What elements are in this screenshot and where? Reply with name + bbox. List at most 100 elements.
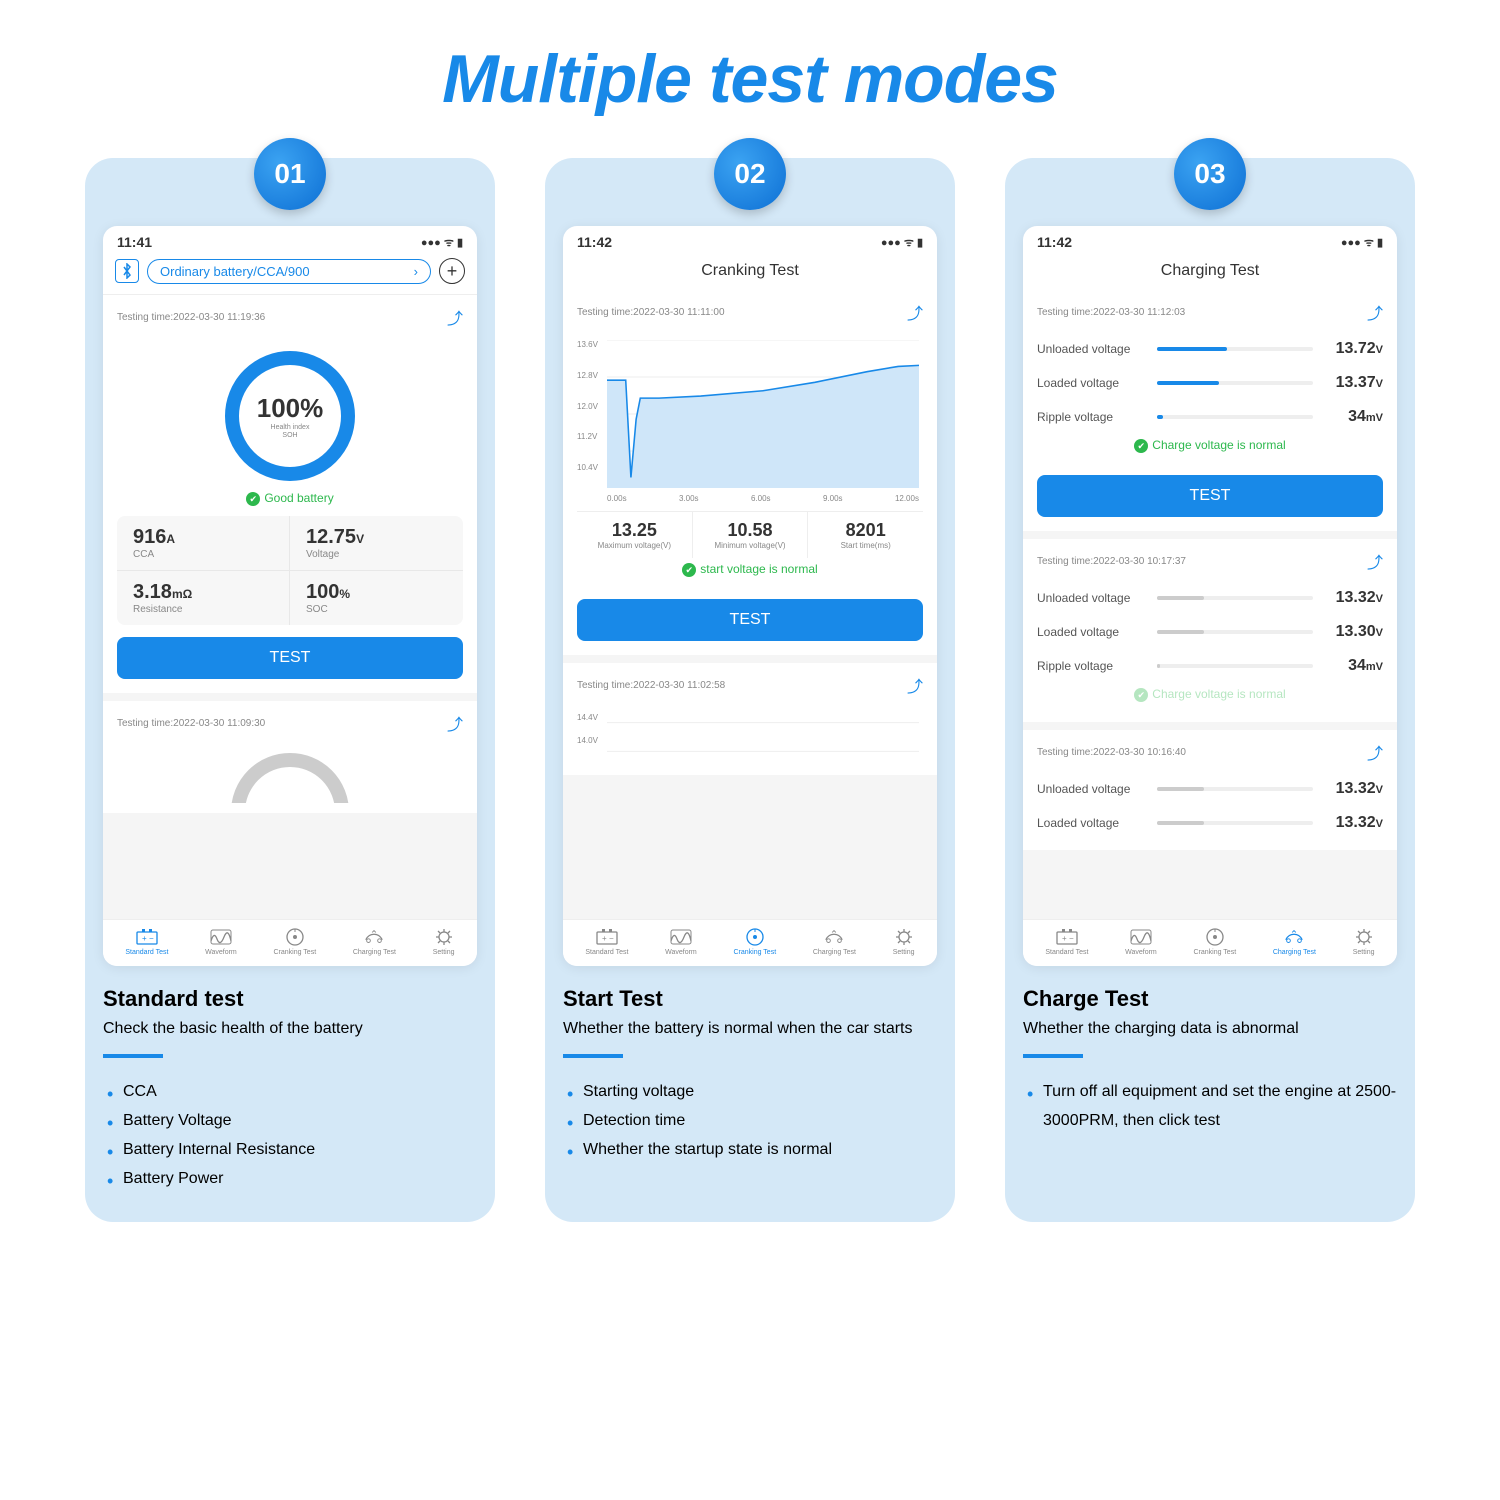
caption-title: Standard test <box>103 986 477 1012</box>
voltage-row: Loaded voltage13.30V <box>1037 615 1383 649</box>
tab-cranking-test[interactable]: Cranking Test <box>273 928 316 956</box>
badge-01: 01 <box>254 138 326 210</box>
tab-icon <box>433 928 455 946</box>
tab-waveform[interactable]: Waveform <box>665 928 697 956</box>
caption-title: Charge Test <box>1023 986 1397 1012</box>
tab-standard-test[interactable]: +−Standard Test <box>585 928 628 956</box>
caption-desc: Whether the battery is normal when the c… <box>563 1018 937 1040</box>
tab-icon <box>1283 928 1305 946</box>
tab-cranking-test[interactable]: Cranking Test <box>1193 928 1236 956</box>
testing-time: Testing time:2022-03-30 11:02:58 <box>577 680 725 691</box>
tab-waveform[interactable]: Waveform <box>1125 928 1157 956</box>
testing-time: Testing time:2022-03-30 11:11:00 <box>577 307 725 318</box>
cranking-stats: 13.25Maximum voltage(V) 10.58Minimum vol… <box>577 511 923 558</box>
metrics-grid: 916ACCA 12.75VVoltage 3.18mΩResistance 1… <box>117 516 463 625</box>
status-ok: start voltage is normal <box>577 558 923 587</box>
testing-time: Testing time:2022-03-30 11:12:03 <box>1037 307 1185 318</box>
wifi-icon: ●●● ᯤ ▮ <box>881 235 923 250</box>
status-ok: Charge voltage is normal <box>1037 683 1383 712</box>
voltage-row: Unloaded voltage13.72V <box>1037 332 1383 366</box>
bullet-item: Detection time <box>563 1107 937 1136</box>
share-icon[interactable]: ⤴ <box>1367 300 1383 324</box>
test-button[interactable]: TEST <box>577 599 923 641</box>
tab-charging-test[interactable]: Charging Test <box>353 928 396 956</box>
cranking-chart: 13.6V12.8V12.0V11.2V10.4V <box>577 332 923 492</box>
caption-list: Turn off all equipment and set the engin… <box>1023 1078 1397 1136</box>
bullet-item: Battery Power <box>103 1165 477 1194</box>
caption-desc: Whether the charging data is abnormal <box>1023 1018 1397 1040</box>
test-button[interactable]: TEST <box>1037 475 1383 517</box>
wifi-icon: ●●● ᯤ ▮ <box>421 235 463 250</box>
svg-text:+: + <box>1062 934 1067 943</box>
gauge-peek <box>117 743 463 803</box>
screen-title: Cranking Test <box>563 252 937 290</box>
phone-03: 11:42●●● ᯤ ▮ Charging Test Testing time:… <box>1023 226 1397 966</box>
tab-standard-test[interactable]: +−Standard Test <box>125 928 168 956</box>
tabbar: +−Standard Test Waveform Cranking Test Char… <box>103 919 477 966</box>
tab-icon: +− <box>136 928 158 946</box>
tab-icon <box>363 928 385 946</box>
share-icon[interactable]: ⤴ <box>447 305 463 329</box>
tab-icon <box>210 928 232 946</box>
tab-setting[interactable]: Setting <box>893 928 915 956</box>
tab-charging-test[interactable]: Charging Test <box>813 928 856 956</box>
test-button[interactable]: TEST <box>117 637 463 679</box>
svg-text:−: − <box>609 934 614 943</box>
status-ok: Charge voltage is normal <box>1037 434 1383 463</box>
share-icon[interactable]: ⤴ <box>1367 549 1383 573</box>
bullet-item: Starting voltage <box>563 1078 937 1107</box>
testing-time: Testing time:2022-03-30 11:19:36 <box>117 312 265 323</box>
voltage-row: Unloaded voltage13.32V <box>1037 581 1383 615</box>
battery-type-pill[interactable]: Ordinary battery/CCA/900› <box>147 259 431 284</box>
tab-waveform[interactable]: Waveform <box>205 928 237 956</box>
phone-02: 11:42●●● ᯤ ▮ Cranking Test Testing time:… <box>563 226 937 966</box>
caption-list: Starting voltageDetection timeWhether th… <box>563 1078 937 1164</box>
voltage-row: Loaded voltage13.32V <box>1037 806 1383 840</box>
add-button[interactable]: + <box>439 258 465 284</box>
status-good: Good battery <box>117 487 463 516</box>
share-icon[interactable]: ⤴ <box>1367 740 1383 764</box>
tab-setting[interactable]: Setting <box>433 928 455 956</box>
tab-icon <box>1130 928 1152 946</box>
tab-standard-test[interactable]: +−Standard Test <box>1045 928 1088 956</box>
bullet-item: CCA <box>103 1078 477 1107</box>
tab-cranking-test[interactable]: Cranking Test <box>733 928 776 956</box>
status-time: 11:41 <box>117 234 152 250</box>
bullet-item: Whether the startup state is normal <box>563 1136 937 1165</box>
svg-text:+: + <box>142 934 147 943</box>
tab-icon: +− <box>596 928 618 946</box>
tab-icon <box>893 928 915 946</box>
tab-icon <box>670 928 692 946</box>
badge-03: 03 <box>1174 138 1246 210</box>
testing-time: Testing time:2022-03-30 10:17:37 <box>1037 556 1186 567</box>
svg-text:−: − <box>149 934 154 943</box>
share-icon[interactable]: ⤴ <box>447 711 463 735</box>
tab-icon <box>1204 928 1226 946</box>
caption-desc: Check the basic health of the battery <box>103 1018 477 1040</box>
tab-setting[interactable]: Setting <box>1353 928 1375 956</box>
badge-02: 02 <box>714 138 786 210</box>
panels-row: 01 11:41 ●●● ᯤ ▮ Ordinary battery/CCA/90… <box>60 158 1440 1222</box>
share-icon[interactable]: ⤴ <box>907 300 923 324</box>
phone-01: 11:41 ●●● ᯤ ▮ Ordinary battery/CCA/900› … <box>103 226 477 966</box>
tabbar: +−Standard Test Waveform Cranking Test Char… <box>563 919 937 966</box>
svg-text:−: − <box>1069 934 1074 943</box>
caption-title: Start Test <box>563 986 937 1012</box>
caption-underline <box>563 1054 623 1058</box>
voltage-row: Loaded voltage13.37V <box>1037 366 1383 400</box>
voltage-row: Unloaded voltage13.32V <box>1037 772 1383 806</box>
tab-icon: +− <box>1056 928 1078 946</box>
bluetooth-icon[interactable] <box>115 259 139 283</box>
caption-list: CCABattery VoltageBattery Internal Resis… <box>103 1078 477 1193</box>
panel-01: 01 11:41 ●●● ᯤ ▮ Ordinary battery/CCA/90… <box>85 158 495 1222</box>
share-icon[interactable]: ⤴ <box>907 673 923 697</box>
tab-charging-test[interactable]: Charging Test <box>1273 928 1316 956</box>
panel-02: 02 11:42●●● ᯤ ▮ Cranking Test Testing ti… <box>545 158 955 1222</box>
tab-icon <box>284 928 306 946</box>
caption-underline <box>103 1054 163 1058</box>
tab-icon <box>744 928 766 946</box>
bullet-item: Battery Internal Resistance <box>103 1136 477 1165</box>
tabbar: +−Standard Test Waveform Cranking Test Char… <box>1023 919 1397 966</box>
testing-time: Testing time:2022-03-30 10:16:40 <box>1037 747 1186 758</box>
statusbar: 11:41 ●●● ᯤ ▮ <box>103 226 477 252</box>
